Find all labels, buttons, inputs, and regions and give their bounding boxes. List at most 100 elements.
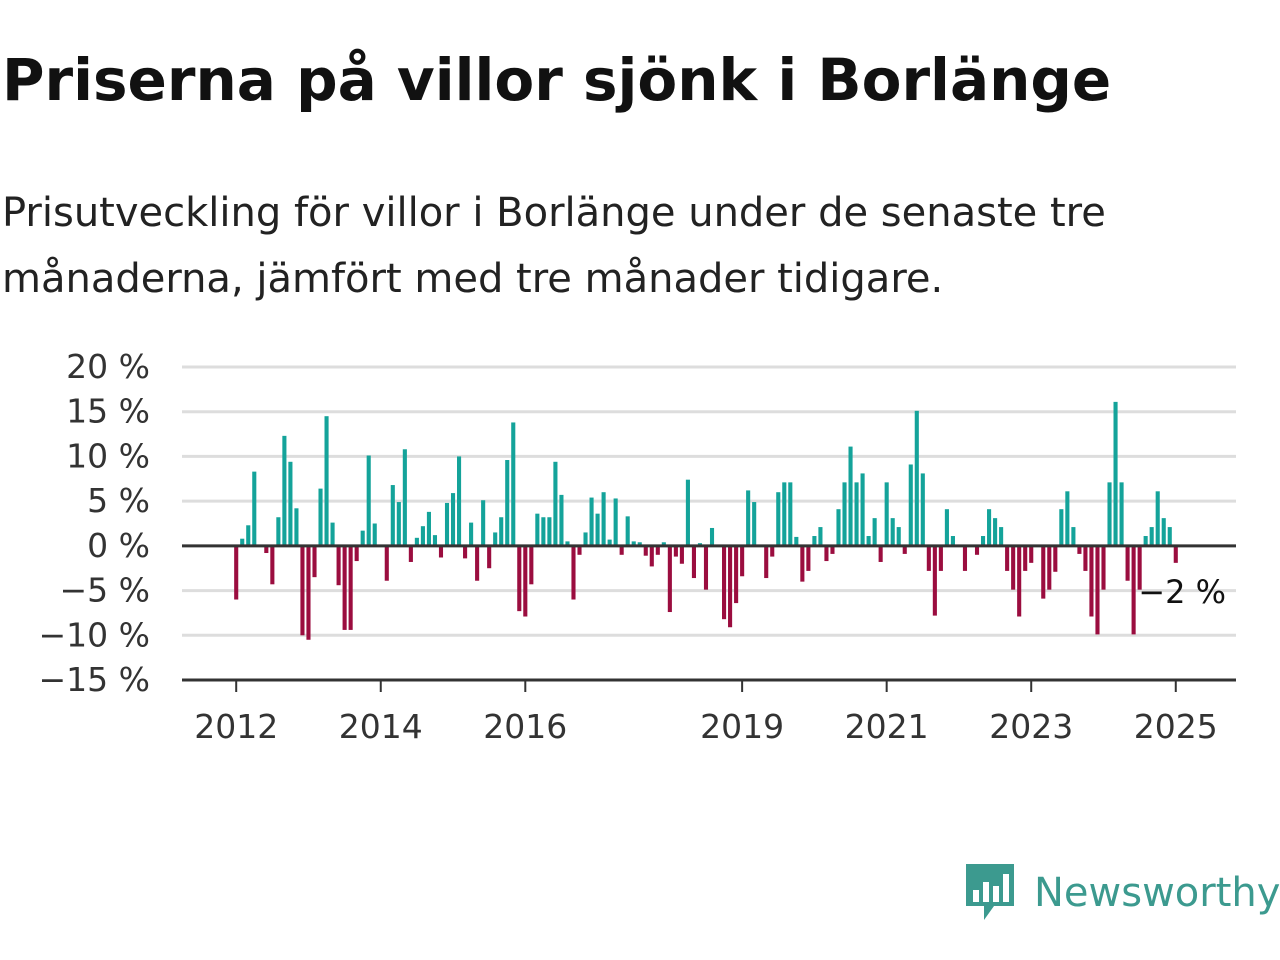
chart-subtitle: Prisutveckling för villor i Borlänge und… — [2, 190, 1106, 302]
bar — [270, 545, 275, 585]
bar — [294, 508, 299, 546]
bar — [625, 516, 630, 546]
bar — [679, 545, 684, 564]
bar — [607, 539, 612, 546]
y-tick-label: 5 % — [87, 481, 150, 520]
bar — [1023, 545, 1028, 571]
bar — [722, 545, 727, 620]
bar — [523, 545, 528, 617]
bar — [264, 545, 269, 554]
bar — [806, 545, 811, 571]
bar — [511, 422, 516, 546]
y-tick-label: −10 % — [39, 615, 151, 654]
bar — [1107, 482, 1112, 546]
bar — [782, 482, 787, 546]
bar — [312, 545, 317, 578]
bar — [812, 536, 817, 546]
bar — [631, 541, 636, 546]
axes — [182, 544, 1236, 692]
bar — [493, 532, 498, 546]
bar — [794, 536, 799, 546]
bar — [553, 461, 558, 546]
bar — [1137, 545, 1142, 590]
bar — [306, 545, 311, 640]
bar — [818, 527, 823, 546]
bar — [1149, 527, 1154, 546]
tick-labels: 20 % 15 % 10 % 5 % 0 % −5 % −10 % −15 % 2012 2014… — [39, 347, 1218, 746]
bar — [1113, 401, 1118, 546]
bar — [535, 513, 540, 546]
x-tick-label: 2025 — [1134, 707, 1218, 746]
bar — [475, 545, 480, 581]
bar — [993, 518, 998, 546]
bar — [234, 545, 239, 600]
bar — [300, 545, 305, 636]
bar — [824, 545, 829, 562]
x-tick-label: 2021 — [845, 707, 929, 746]
grid-lines — [182, 365, 1236, 637]
bar — [366, 455, 371, 546]
bar — [1173, 545, 1178, 563]
bar — [565, 541, 570, 546]
bar — [336, 545, 341, 586]
bar — [637, 542, 642, 546]
bar — [1011, 545, 1016, 590]
bar — [318, 488, 323, 546]
bar — [619, 545, 624, 555]
x-tick-label: 2023 — [989, 707, 1073, 746]
bar — [481, 500, 486, 546]
bar — [1155, 491, 1160, 546]
bar — [1029, 545, 1034, 563]
bar — [673, 545, 678, 557]
bar — [1095, 545, 1100, 635]
bar — [999, 527, 1004, 546]
bar — [902, 545, 907, 554]
x-tick-label: 2016 — [483, 707, 567, 746]
bar — [1131, 545, 1136, 635]
bar — [890, 518, 895, 546]
bar — [613, 498, 618, 546]
bar — [740, 545, 745, 577]
bar — [1167, 527, 1172, 546]
bar — [1077, 545, 1082, 554]
chart-title: Priserna på villor sjönk i Borlänge — [2, 46, 1112, 114]
bar — [866, 536, 871, 546]
bar — [776, 492, 781, 546]
y-tick-label: 20 % — [66, 347, 150, 386]
bar — [595, 513, 600, 546]
x-tick-label: 2014 — [339, 707, 423, 746]
bar — [896, 527, 901, 546]
bar — [764, 545, 769, 579]
bar — [908, 464, 913, 546]
bar — [1005, 545, 1010, 571]
bar — [589, 497, 594, 546]
bar — [541, 517, 546, 546]
x-tick-label: 2019 — [700, 707, 784, 746]
bar — [583, 532, 588, 546]
last-value-annotation: −2 % — [1138, 573, 1226, 611]
bar — [734, 545, 739, 604]
bar — [914, 410, 919, 546]
bar — [649, 545, 654, 567]
bar — [944, 509, 949, 546]
bar — [463, 545, 468, 559]
y-tick-label: −15 % — [39, 660, 151, 699]
bar — [252, 471, 257, 546]
newsworthy-logo-text: Newsworthy — [1034, 870, 1280, 916]
bar — [872, 518, 877, 546]
bar — [517, 545, 522, 612]
bar — [354, 545, 359, 562]
bar — [457, 456, 462, 546]
bar — [1071, 527, 1076, 546]
bar — [854, 482, 859, 546]
bar — [288, 461, 293, 546]
bar — [920, 473, 925, 546]
bar — [1089, 545, 1094, 617]
bar — [1125, 545, 1130, 581]
bar — [487, 545, 492, 569]
bar — [408, 545, 413, 562]
bar — [926, 545, 931, 571]
bar — [450, 493, 456, 546]
bar-series — [234, 401, 1178, 640]
bar — [1161, 518, 1166, 546]
